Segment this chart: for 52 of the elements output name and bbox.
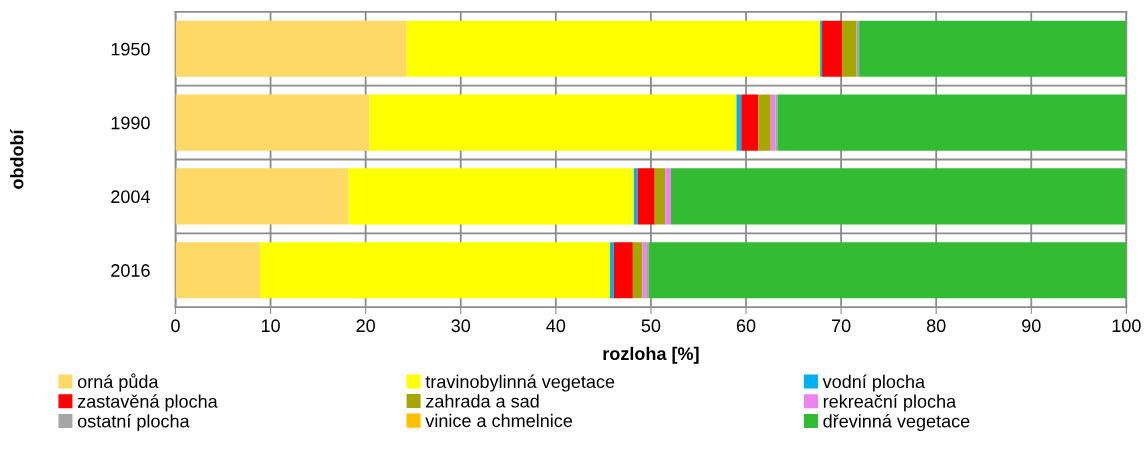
bar (406, 20, 821, 77)
bar (822, 20, 843, 77)
bar (654, 168, 666, 225)
bar (260, 242, 611, 299)
bar (859, 20, 1127, 77)
bar (741, 94, 759, 151)
bar (670, 168, 1126, 225)
legend-label: vodní plocha (822, 374, 926, 392)
bar (633, 168, 638, 225)
x-tick-label: 20 (356, 319, 375, 333)
legend-label: travinobylinná vegetace (425, 374, 615, 392)
bar (632, 242, 643, 299)
bar (665, 168, 671, 225)
bar (348, 168, 634, 225)
bar (856, 20, 860, 77)
bar (777, 94, 1127, 151)
x-tick-label: 60 (736, 319, 756, 333)
bar (175, 242, 261, 299)
x-tick-label: 100 (1112, 319, 1141, 333)
bar (842, 20, 857, 77)
bar (642, 242, 647, 299)
x-tick-label: 70 (831, 319, 851, 333)
y-tick-label: 2004 (111, 190, 150, 204)
bar (175, 20, 407, 77)
x-tick-label: 0 (171, 319, 180, 333)
legend-label: orná půda (77, 373, 159, 392)
bar (637, 168, 655, 225)
x-tick-label: 40 (546, 319, 566, 333)
legend-label: rekreační plocha (823, 394, 957, 412)
bar (175, 168, 349, 225)
y-tick-label: 2016 (111, 264, 150, 277)
legend-label: zahrada a sad (426, 394, 539, 408)
bar (649, 242, 1127, 299)
bar (369, 94, 737, 151)
x-tick-label: 50 (641, 319, 661, 333)
legend-label: ostatní plocha (77, 414, 190, 432)
x-tick-label: 90 (1022, 319, 1041, 333)
y-tick-label: 1950 (111, 42, 150, 56)
x-tick-label: 10 (261, 319, 280, 333)
legend-label: dřevinná vegetace (823, 414, 970, 432)
bar (758, 94, 771, 151)
x-axis-title: rozloha [%] (603, 346, 699, 364)
x-tick-label: 80 (926, 319, 946, 333)
legend-label: zastavěná plocha (77, 394, 218, 412)
bar (613, 242, 633, 299)
bar (175, 94, 370, 151)
x-tick-label: 30 (451, 319, 471, 333)
legend-label: vinice a chmelnice (425, 413, 573, 428)
y-axis-title: období (10, 128, 24, 189)
y-tick-label: 1990 (111, 116, 150, 130)
bar (610, 242, 614, 299)
bar (646, 242, 650, 299)
